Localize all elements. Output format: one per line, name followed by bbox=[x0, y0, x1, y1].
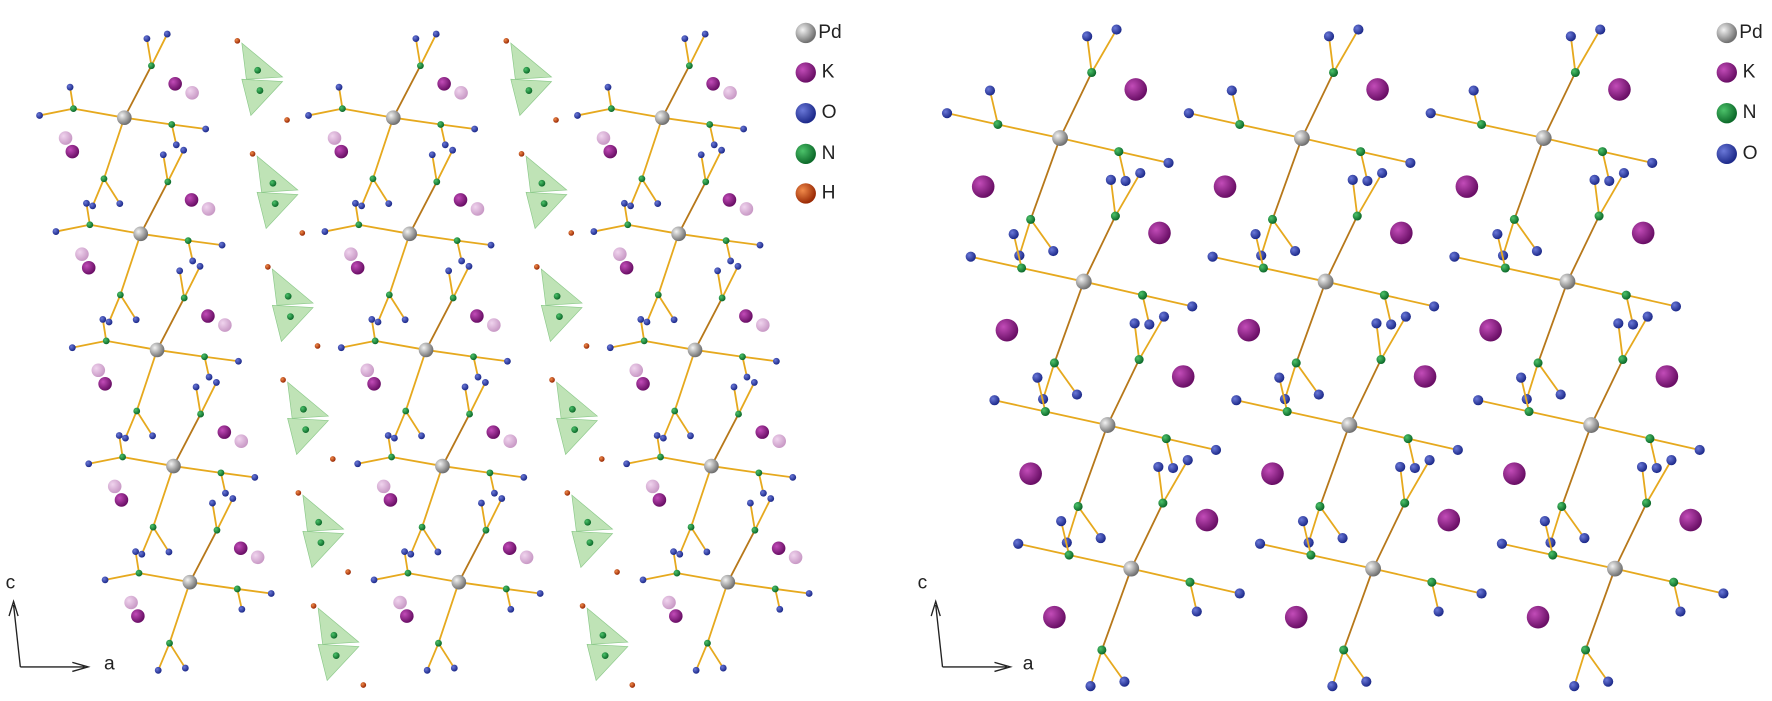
legend-right: Pd K N O bbox=[1716, 22, 1763, 165]
pd-complex bbox=[1012, 454, 1246, 693]
ammonium-unit bbox=[233, 37, 291, 124]
legend-swatch bbox=[1716, 62, 1737, 83]
ammonium-unit bbox=[502, 37, 560, 124]
axis-arrow bbox=[942, 661, 1013, 673]
pd-complex bbox=[1254, 454, 1488, 693]
pd-complex bbox=[369, 494, 545, 675]
legend-label: K bbox=[822, 62, 835, 83]
pd-complex bbox=[573, 29, 748, 211]
pd-complex bbox=[35, 29, 210, 211]
axes-left: c a bbox=[6, 572, 115, 674]
legend-swatch bbox=[1716, 103, 1737, 124]
axis-arrow bbox=[8, 599, 22, 668]
pd-complex bbox=[605, 262, 781, 443]
pd-complex bbox=[964, 167, 1199, 406]
ammonium-unit bbox=[548, 376, 606, 463]
structure bbox=[35, 23, 1730, 693]
pd-complex bbox=[1495, 454, 1730, 693]
pd-complex bbox=[68, 262, 243, 443]
legend-left: Pd K O N H bbox=[795, 22, 842, 204]
ammonium-unit bbox=[310, 602, 367, 689]
ammonium-unit bbox=[294, 489, 352, 576]
ammonium-unit bbox=[264, 263, 321, 350]
legend-label: K bbox=[1743, 62, 1756, 83]
legend-label: O bbox=[1743, 143, 1758, 164]
ammonium-unit bbox=[249, 150, 306, 237]
pd-complex bbox=[988, 310, 1222, 549]
legend-swatch bbox=[1716, 22, 1737, 44]
legend-label: O bbox=[822, 102, 837, 123]
pd-complex bbox=[589, 145, 765, 327]
ammonium-unit bbox=[533, 263, 590, 350]
legend-label: Pd bbox=[818, 22, 842, 43]
legend-label: N bbox=[1743, 102, 1757, 123]
pd-complex bbox=[84, 378, 260, 559]
legend-swatch bbox=[795, 183, 816, 204]
legend-swatch bbox=[795, 103, 816, 124]
axis-label: c bbox=[918, 572, 928, 593]
legend-swatch bbox=[795, 22, 816, 44]
pd-complex bbox=[941, 23, 1175, 262]
pd-complex bbox=[320, 145, 496, 327]
axis-label: a bbox=[104, 654, 115, 675]
axis-label: a bbox=[1023, 654, 1034, 675]
pd-complex bbox=[1424, 23, 1659, 262]
axes-right: c a bbox=[918, 572, 1034, 674]
pd-complex bbox=[1206, 167, 1441, 406]
ammonium-unit bbox=[563, 489, 621, 576]
pd-complex bbox=[638, 494, 814, 675]
axis-label: c bbox=[6, 572, 16, 593]
ammonium-unit bbox=[579, 602, 636, 689]
pd-complex bbox=[353, 378, 529, 559]
pd-complex bbox=[1230, 310, 1464, 549]
ammonium-unit bbox=[279, 376, 337, 463]
legend-swatch bbox=[795, 143, 816, 165]
pd-complex bbox=[336, 262, 512, 443]
pd-complex bbox=[51, 145, 227, 327]
legend-label: H bbox=[822, 182, 836, 203]
pd-complex bbox=[1182, 23, 1417, 262]
pd-complex bbox=[100, 494, 276, 675]
axis-arrow bbox=[20, 661, 91, 673]
pd-complex bbox=[622, 378, 798, 559]
ammonium-unit bbox=[518, 150, 575, 237]
pd-complex bbox=[1448, 167, 1682, 406]
legend-swatch bbox=[1716, 143, 1737, 165]
pd-complex bbox=[304, 29, 479, 211]
legend-label: N bbox=[822, 143, 836, 164]
legend-label: Pd bbox=[1739, 22, 1763, 43]
legend-swatch bbox=[795, 62, 816, 83]
pd-complex bbox=[1472, 310, 1706, 549]
axis-arrow bbox=[930, 599, 944, 668]
